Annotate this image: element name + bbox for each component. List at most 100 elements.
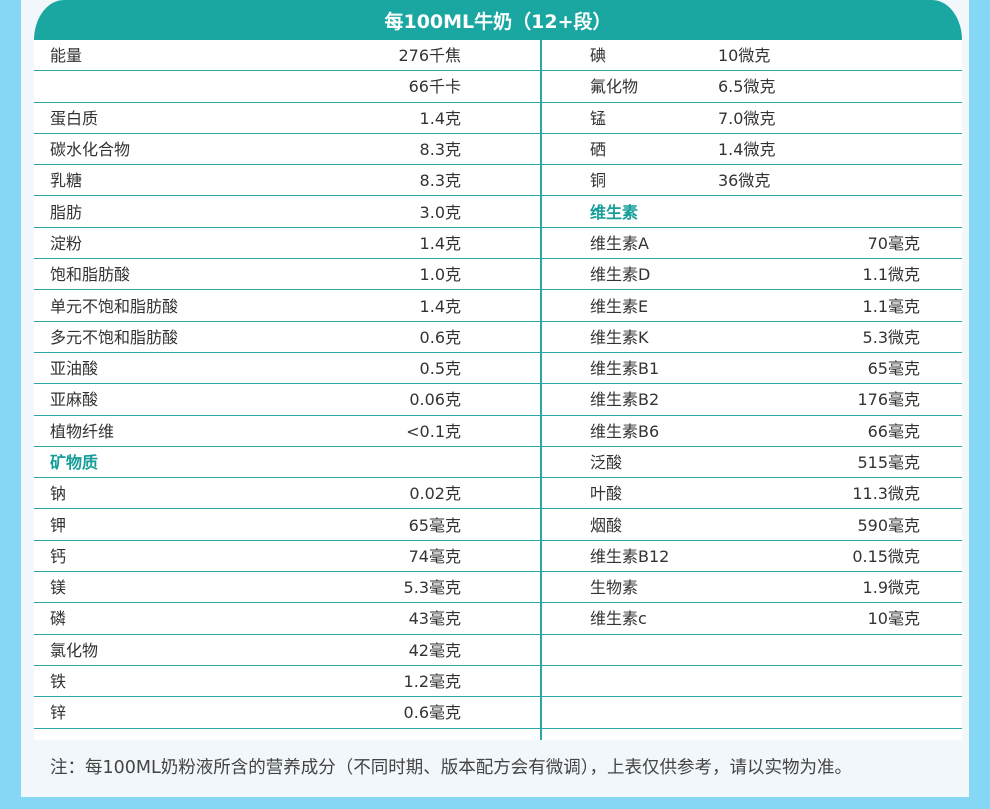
- nutrient-name: 碳水化合物: [50, 139, 131, 159]
- nutrient-row: 饱和脂肪酸 1.0克: [34, 259, 540, 291]
- nutrient-row: 维生素c 10毫克: [542, 603, 962, 635]
- nutrient-row: 生物素 1.9微克: [542, 572, 962, 604]
- nutrient-name: 维生素A: [590, 233, 649, 253]
- nutrient-row: 钾 65毫克: [34, 509, 540, 541]
- nutrient-value: 66千卡: [408, 77, 461, 97]
- nutrient-row: 植物纤维 <0.1克: [34, 416, 540, 447]
- nutrient-row: 锰 7.0微克: [542, 103, 962, 134]
- nutrient-name: 铁: [50, 671, 67, 691]
- nutrient-name: 维生素D: [590, 265, 651, 285]
- nutrient-row: 铜 36微克: [542, 165, 962, 197]
- nutrient-name: 亚油酸: [50, 358, 99, 378]
- nutrient-name: 亚麻酸: [50, 390, 99, 410]
- nutrient-name: 铜: [590, 171, 607, 191]
- nutrient-row: 氯化物 42毫克: [34, 635, 540, 666]
- nutrient-row: 维生素B12 0.15微克: [542, 541, 962, 573]
- nutrient-value: 1.1微克: [862, 265, 920, 285]
- nutrient-value: 5.3毫克: [403, 577, 461, 597]
- nutrient-row: 氟化物 6.5微克: [542, 71, 962, 103]
- nutrient-value: 515毫克: [857, 452, 920, 472]
- nutrient-value: 1.4克: [419, 233, 461, 253]
- nutrient-name: 单元不饱和脂肪酸: [50, 296, 179, 316]
- nutrient-row: 脂肪 3.0克: [34, 196, 540, 228]
- nutrient-row: 乳糖 8.3克: [34, 165, 540, 197]
- nutrient-value: 43毫克: [408, 609, 461, 629]
- table-title: 每100ML牛奶（12+段）: [384, 10, 612, 33]
- nutrient-name: 氯化物: [50, 640, 99, 660]
- nutrient-value: 1.2毫克: [403, 671, 461, 691]
- nutrient-name: 钙: [50, 546, 67, 566]
- nutrient-name: 乳糖: [50, 171, 83, 191]
- nutrient-value: 0.06克: [409, 390, 461, 410]
- nutrient-row: 能量 276千焦: [34, 40, 540, 72]
- nutrition-table: [34, 40, 962, 740]
- nutrient-value: 7.0微克: [718, 108, 776, 128]
- nutrient-name: 钾: [50, 515, 67, 535]
- nutrient-name: 淀粉: [50, 233, 83, 253]
- nutrient-value: 1.1毫克: [862, 296, 920, 316]
- nutrient-row: 烟酸 590毫克: [542, 509, 962, 541]
- nutrient-row: 维生素K 5.3微克: [542, 322, 962, 353]
- nutrient-row: 硒 1.4微克: [542, 134, 962, 166]
- nutrient-row: [542, 635, 962, 666]
- nutrient-row: 亚麻酸 0.06克: [34, 384, 540, 416]
- nutrient-value: 590毫克: [857, 515, 920, 535]
- nutrient-name: 维生素E: [590, 296, 649, 316]
- nutrient-row: 矿物质: [34, 447, 540, 479]
- nutrient-name: 植物纤维: [50, 421, 115, 441]
- nutrient-row: 钠 0.02克: [34, 478, 540, 510]
- nutrient-row: 多元不饱和脂肪酸 0.6克: [34, 322, 540, 353]
- nutrient-row: [542, 666, 962, 698]
- nutrient-name: 蛋白质: [50, 108, 99, 128]
- nutrient-value: 3.0克: [419, 202, 461, 222]
- nutrient-row: 维生素D 1.1微克: [542, 259, 962, 291]
- nutrient-name: 维生素K: [590, 327, 649, 347]
- nutrient-row: 亚油酸 0.5克: [34, 353, 540, 385]
- nutrient-row: 锌 0.6毫克: [34, 697, 540, 729]
- nutrient-value: 0.02克: [409, 484, 461, 504]
- nutrient-row: 维生素B2 176毫克: [542, 384, 962, 416]
- nutrient-value: 1.9微克: [862, 577, 920, 597]
- nutrient-row: 碳水化合物 8.3克: [34, 134, 540, 166]
- nutrient-value: 10微克: [718, 45, 771, 65]
- nutrient-name: 脂肪: [50, 202, 83, 222]
- nutrient-name: 烟酸: [590, 515, 623, 535]
- nutrient-name: 磷: [50, 609, 67, 629]
- nutrient-row: 蛋白质 1.4克: [34, 103, 540, 134]
- nutrient-name: 锰: [590, 108, 607, 128]
- nutrient-row: 维生素A 70毫克: [542, 228, 962, 260]
- right-column: 碘 10微克 氟化物 6.5微克锰 7.0微克硒 1.4微克铜 36微克 维生素 维生素A 70毫…: [542, 40, 962, 729]
- nutrient-value: 8.3克: [419, 139, 461, 159]
- nutrient-name: 氟化物: [590, 77, 639, 97]
- nutrient-row: 维生素B1 65毫克: [542, 353, 962, 385]
- nutrient-value: 176毫克: [857, 390, 920, 410]
- section-heading: 维生素: [590, 202, 639, 222]
- nutrient-value: 5.3微克: [862, 327, 920, 347]
- nutrient-value: <0.1克: [406, 421, 461, 441]
- nutrient-name: 硒: [590, 139, 607, 159]
- nutrient-value: 70毫克: [867, 233, 920, 253]
- nutrient-value: 1.4克: [419, 296, 461, 316]
- nutrient-value: 0.6毫克: [403, 703, 461, 723]
- nutrient-value: 276千焦: [398, 45, 461, 65]
- nutrient-name: 饱和脂肪酸: [50, 265, 131, 285]
- nutrient-row: 淀粉 1.4克: [34, 228, 540, 260]
- nutrient-value: 8.3克: [419, 171, 461, 191]
- nutrient-row: 66千卡: [34, 71, 540, 103]
- nutrient-row: 镁 5.3毫克: [34, 572, 540, 604]
- left-column: 能量 276千焦 66千卡 蛋白质 1.4克 碳水化合物 8.3克 乳糖 8.3克 脂肪 3.0克淀…: [34, 40, 540, 729]
- nutrient-row: 叶酸 11.3微克: [542, 478, 962, 510]
- nutrient-name: 维生素B12: [590, 546, 670, 566]
- nutrient-value: 66毫克: [867, 421, 920, 441]
- nutrient-name: 维生素B6: [590, 421, 660, 441]
- column-divider: [540, 40, 542, 740]
- table-header: 每100ML牛奶（12+段）: [34, 0, 962, 40]
- nutrient-value: 36微克: [718, 171, 771, 191]
- nutrient-row: 维生素: [542, 196, 962, 228]
- nutrient-row: [542, 697, 962, 729]
- nutrient-value: 10毫克: [867, 609, 920, 629]
- nutrient-value: 1.0克: [419, 265, 461, 285]
- nutrient-name: 能量: [50, 45, 83, 65]
- nutrient-name: 泛酸: [590, 452, 623, 472]
- nutrient-row: 磷 43毫克: [34, 603, 540, 635]
